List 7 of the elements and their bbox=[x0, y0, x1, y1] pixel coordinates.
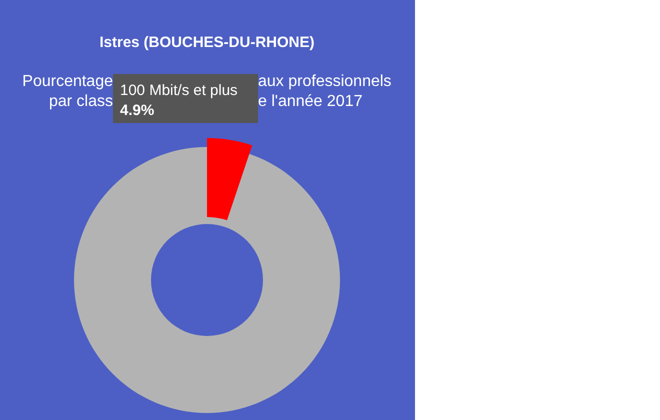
data-label: 4.9% bbox=[120, 102, 154, 119]
text: e l'année 2017 bbox=[258, 93, 362, 110]
slice-label: 100 Mbit/s et plus bbox=[120, 82, 238, 99]
chart-title: Istres (BOUCHES-DU-RHONE) bbox=[99, 34, 315, 51]
text: aux professionnels bbox=[258, 73, 392, 90]
text: par class bbox=[48, 93, 113, 110]
text: Pourcentage bbox=[22, 73, 113, 90]
